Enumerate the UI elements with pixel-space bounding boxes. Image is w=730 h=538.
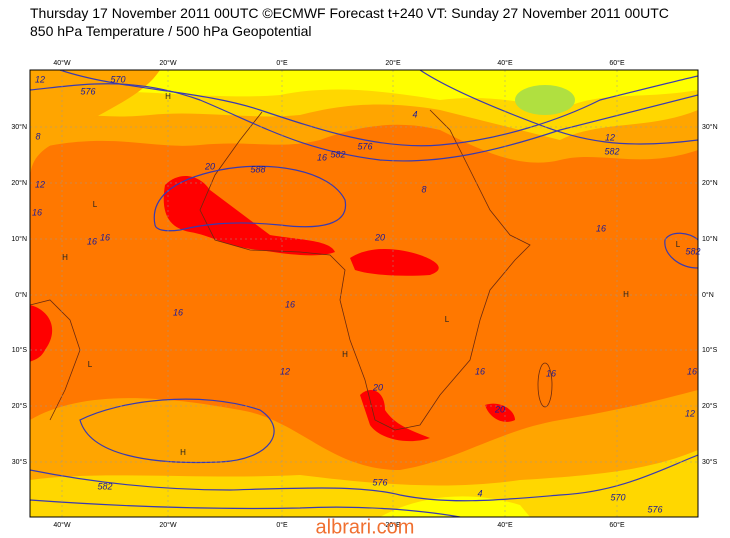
lat-label: 30°S (12, 458, 28, 466)
contour-label: 16 (546, 368, 556, 378)
pressure-center: H (62, 253, 68, 262)
field (30, 70, 698, 517)
contour-label: 576 (80, 86, 95, 96)
lat-label: 0°N (15, 291, 27, 299)
contour-label: 16 (317, 152, 327, 162)
lat-label: 0°N (702, 291, 714, 299)
contour-label: 570 (110, 74, 125, 84)
contour-label: 12 (35, 179, 45, 189)
contour-label: 20 (204, 161, 215, 171)
contour-label: 16 (100, 232, 110, 242)
lon-label: 0°E (276, 59, 288, 67)
pressure-center: H (342, 350, 348, 359)
lon-label: 40°E (497, 521, 513, 529)
pressure-center: L (676, 240, 681, 249)
contour-label: 20 (494, 404, 505, 414)
contour-label: 582 (97, 481, 112, 491)
contour-label: 8 (35, 131, 40, 141)
contour-label: 20 (372, 382, 383, 392)
contour-label: 20 (374, 232, 385, 242)
contour-label: 16 (173, 307, 183, 317)
lon-label: 60°E (609, 521, 625, 529)
contour-label: 16 (285, 299, 295, 309)
lat-label: 20°N (11, 179, 27, 187)
pressure-center: L (445, 315, 450, 324)
lat-label: 30°S (702, 458, 718, 466)
contour-label: 576 (372, 477, 387, 487)
lon-label: 40°E (497, 59, 513, 67)
lat-label: 30°N (702, 123, 718, 131)
watermark: albrari.com (316, 516, 415, 538)
lat-label: 10°S (702, 346, 718, 354)
lon-label: 20°W (159, 521, 177, 529)
pressure-center: L (93, 200, 98, 209)
contour-label: 12 (35, 74, 45, 84)
lat-label: 30°N (11, 123, 27, 131)
pressure-center: H (623, 290, 629, 299)
lon-label: 0°E (276, 521, 288, 529)
contour-label: 8 (421, 184, 426, 194)
contour-label: 588 (250, 164, 265, 174)
contour-label: 4 (477, 488, 482, 498)
lat-label: 10°N (702, 235, 718, 243)
map-frame (29, 69, 699, 518)
contour-label: 582 (330, 149, 345, 159)
lon-label: 60°E (609, 59, 625, 67)
lon-label: 20°E (385, 59, 401, 67)
pressure-center: L (88, 360, 93, 369)
pressure-center: H (180, 448, 186, 457)
contour-label: 576 (647, 504, 662, 514)
contour-label: 582 (685, 246, 700, 256)
lon-label: 20°W (159, 59, 177, 67)
contour-label: 16 (32, 207, 42, 217)
contour-label: 16 (87, 236, 97, 246)
contour-label: 12 (280, 366, 290, 376)
lon-label: 40°W (53, 59, 71, 67)
contour-label: 12 (605, 132, 615, 142)
contour-label: 570 (610, 492, 625, 502)
lat-label: 20°S (12, 402, 28, 410)
contour-label: 16 (596, 223, 606, 233)
contour-label: 4 (412, 109, 417, 119)
contour-label: 16 (687, 366, 697, 376)
title: Thursday 17 November 2011 00UTC ©ECMWF F… (30, 5, 669, 21)
contour-label: 16 (475, 366, 485, 376)
lat-label: 20°N (702, 179, 718, 187)
contour-label: 12 (685, 408, 695, 418)
contour-label: 582 (604, 146, 619, 156)
lon-label: 40°W (53, 521, 71, 529)
lat-label: 10°N (11, 235, 27, 243)
pressure-center: H (165, 92, 171, 101)
lon-label: 20°E (385, 521, 401, 529)
subtitle: 850 hPa Temperature / 500 hPa Geopotenti… (30, 23, 312, 39)
lat-label: 20°S (702, 402, 718, 410)
contour-label: 576 (357, 141, 372, 151)
lat-label: 10°S (12, 346, 28, 354)
